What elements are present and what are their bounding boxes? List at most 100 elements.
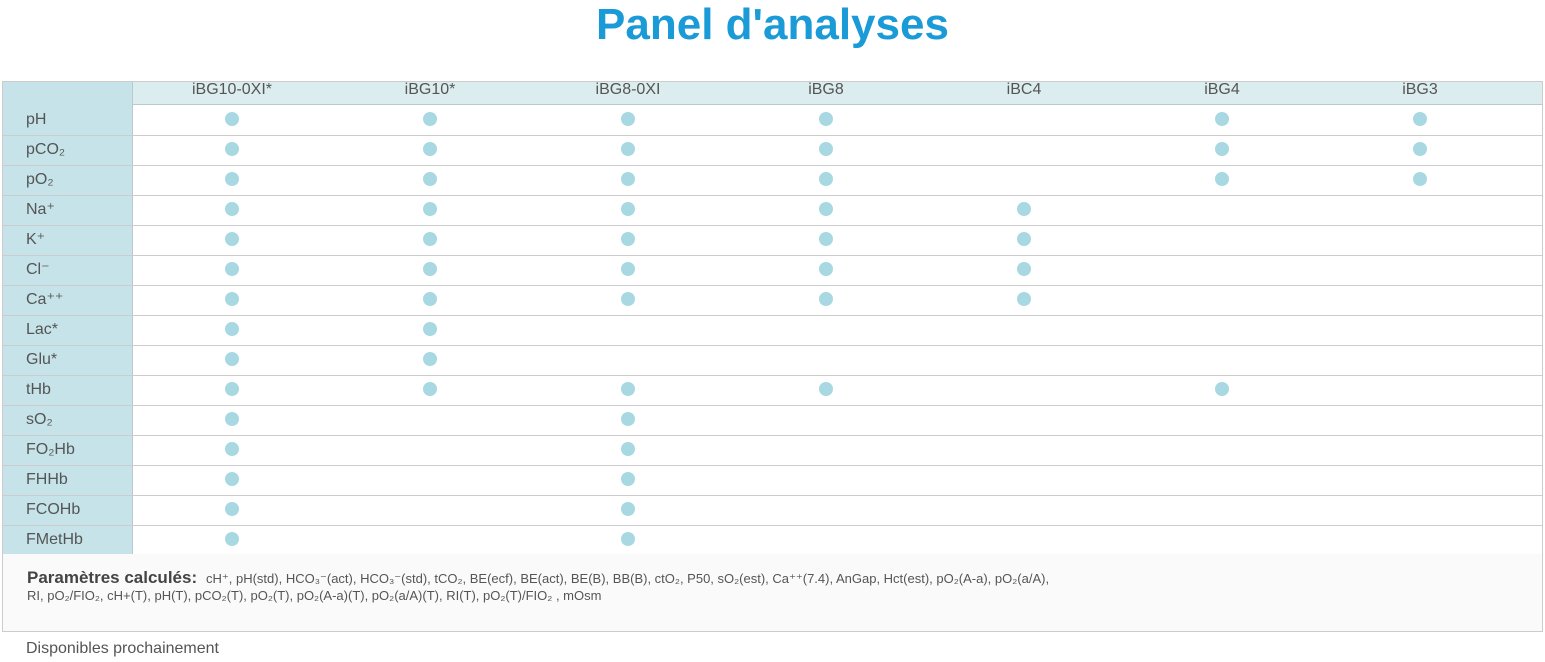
availability-dot [819,142,833,156]
availability-dot [1215,142,1229,156]
availability-dot [225,412,239,426]
availability-dot [1017,262,1031,276]
row-label: FHHb [26,471,68,488]
row-divider [2,375,1543,376]
availability-dot [819,292,833,306]
notes-line: cH⁺, pH(std), HCO₃⁻(act), HCO₃⁻(std), tC… [206,571,1050,586]
availability-dot [621,442,635,456]
availability-dot [423,292,437,306]
availability-dot [225,352,239,366]
column-header: iBG10* [404,81,456,98]
row-label: pCO₂ [26,141,66,158]
row-label: FCOHb [26,501,81,518]
column-header: iBG8 [808,81,844,98]
availability-dot [423,322,437,336]
availability-dot [819,262,833,276]
notes-line: RI, pO₂/FIO₂, cH+(T), pH(T), pCO₂(T), pO… [27,588,602,603]
availability-dot [423,142,437,156]
row-label: tHb [26,381,51,398]
availability-dot [225,442,239,456]
availability-dot [423,262,437,276]
row-label: sO₂ [26,411,53,428]
notes-label: Paramètres calculés [27,568,192,587]
row-divider [2,315,1543,316]
row-label: FO₂Hb [26,441,75,458]
availability-dot [423,202,437,216]
availability-dot [621,112,635,126]
row-divider [2,135,1543,136]
availability-dot [225,262,239,276]
column-header: iBG3 [1402,81,1438,98]
row-divider [2,465,1543,466]
row-label: Cl⁻ [26,261,50,278]
availability-dot [225,172,239,186]
availability-dot [1413,172,1427,186]
availability-dot [1215,382,1229,396]
page-title: Panel d'analyses [596,0,949,49]
row-divider [2,435,1543,436]
availability-dot [225,202,239,216]
row-label: pO₂ [26,171,54,188]
availability-dot [225,232,239,246]
availability-dot [423,232,437,246]
row-divider [2,405,1543,406]
availability-dot [1215,112,1229,126]
availability-dot [423,382,437,396]
availability-dot [1017,232,1031,246]
availability-dot [225,382,239,396]
notes-first-line: Paramètres calculés: cH⁺, pH(std), HCO₃⁻… [27,568,1518,588]
column-header: iBG4 [1204,81,1240,98]
availability-dot [621,292,635,306]
footer-note: Disponibles prochainement [26,640,219,657]
availability-dot [225,142,239,156]
row-divider [2,285,1543,286]
availability-dot [819,382,833,396]
column-header: iBG10-0XI* [191,81,273,98]
row-label: FMetHb [26,531,83,548]
availability-dot [819,112,833,126]
availability-dot [225,322,239,336]
row-label: Ca⁺⁺ [26,291,64,308]
availability-dot [621,502,635,516]
calculated-parameters: Paramètres calculés: cH⁺, pH(std), HCO₃⁻… [2,554,1543,632]
row-divider [2,525,1543,526]
availability-dot [819,172,833,186]
column-header: iBG8-0XI [595,81,661,98]
label-column-background [2,81,133,555]
availability-dot [1413,112,1427,126]
availability-dot [1017,202,1031,216]
availability-dot [621,262,635,276]
availability-dot [621,382,635,396]
availability-dot [423,352,437,366]
availability-dot [225,502,239,516]
row-label: Lac* [26,321,59,338]
availability-dot [621,202,635,216]
availability-dot [621,232,635,246]
row-divider [2,225,1543,226]
row-divider [2,255,1543,256]
notes-separator: : [191,568,198,587]
availability-dot [225,532,239,546]
availability-dot [1413,142,1427,156]
row-label: pH [26,111,47,128]
availability-dot [621,532,635,546]
availability-dot [621,172,635,186]
availability-dot [819,202,833,216]
availability-dot [423,112,437,126]
availability-dot [225,472,239,486]
row-label: Na⁺ [26,201,55,218]
availability-dot [1017,292,1031,306]
row-label: Glu* [26,351,58,368]
row-divider [2,345,1543,346]
availability-dot [225,292,239,306]
row-label: K⁺ [26,231,46,248]
row-divider [2,165,1543,166]
availability-dot [621,142,635,156]
availability-dot [423,172,437,186]
availability-dot [1215,172,1229,186]
row-divider [2,495,1543,496]
availability-dot [621,472,635,486]
availability-dot [225,112,239,126]
row-divider [2,195,1543,196]
